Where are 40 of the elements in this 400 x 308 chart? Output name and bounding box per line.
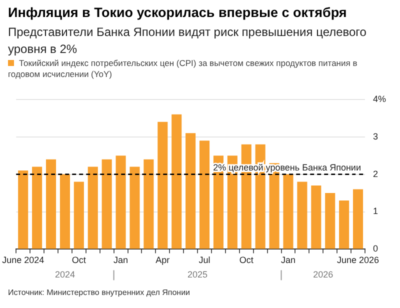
chart-title: Инфляция в Токио ускорилась впервые с октября	[8, 5, 347, 20]
x-tick-label: June 2024	[2, 255, 44, 266]
bar	[88, 166, 98, 249]
y-tick-label: 0	[372, 244, 378, 254]
bar	[60, 174, 70, 249]
bar	[325, 193, 336, 249]
y-tick-label: 1	[372, 206, 378, 216]
bar	[32, 166, 42, 249]
chart-subtitle: Представители Банка Японии видят риск превышения целевого уровня в 2%	[8, 24, 368, 58]
bar	[172, 114, 182, 249]
x-tick-label: Apr	[156, 255, 170, 266]
bar	[130, 166, 140, 249]
bar	[74, 182, 84, 249]
bar	[186, 133, 196, 249]
text: Источник: Министерство внутренних дел Японии	[8, 288, 190, 297]
x-tick-label: June 2026	[336, 255, 380, 266]
x-tick-label: Oct	[239, 255, 254, 266]
y-tick-label: 2	[372, 168, 378, 179]
bar	[102, 159, 112, 249]
x-tick-label: Jul	[198, 255, 210, 266]
bar	[46, 159, 56, 249]
x-tick-label: Jan	[280, 255, 296, 266]
bar	[18, 170, 28, 249]
bar	[144, 159, 154, 249]
bar	[297, 182, 308, 249]
bar	[158, 122, 168, 249]
bar	[352, 189, 364, 249]
y-tick-label: 4%	[372, 94, 386, 104]
text: 2025	[188, 270, 208, 280]
y-tick-label: 3	[372, 131, 378, 142]
bar	[283, 174, 294, 249]
text: 2024	[54, 270, 75, 280]
x-tick-label: Oct	[72, 255, 86, 266]
bar	[116, 156, 126, 249]
bar	[199, 140, 210, 249]
bar	[311, 186, 322, 249]
text: 2026	[313, 270, 334, 280]
legend-label: Токийский индекс потребительских цен (CPI) за вычетом свежих продуктов питания в годовом исчислении (YoY)	[8, 58, 358, 80]
x-tick-label: Jan	[114, 255, 128, 266]
bar	[339, 200, 350, 249]
